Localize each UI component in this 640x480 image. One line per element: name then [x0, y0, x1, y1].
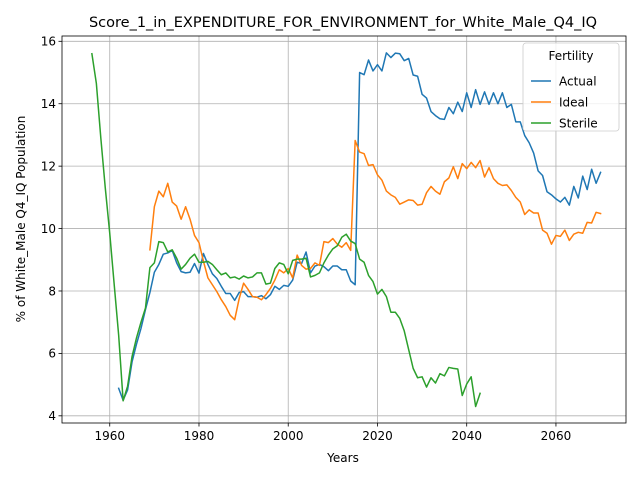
y-tick-label: 10: [41, 222, 56, 236]
y-tick-label: 14: [41, 97, 56, 111]
x-tick-label: 2040: [451, 429, 482, 443]
series-line-actual: [117, 52, 602, 401]
y-tick-label: 6: [48, 347, 56, 361]
x-tick-label: 2020: [362, 429, 393, 443]
legend-label-actual: Actual: [559, 74, 597, 88]
y-tick-label: 8: [48, 284, 56, 298]
legend-label-sterile: Sterile: [559, 116, 598, 130]
y-tick-label: 4: [48, 409, 56, 423]
legend-title: Fertility: [548, 49, 593, 63]
y-axis-label: % of White_Male Q4_IQ Population: [14, 116, 28, 323]
series-line-ideal: [149, 139, 602, 321]
x-tick-label: 2000: [273, 429, 304, 443]
chart-title: Score_1_in_EXPENDITURE_FOR_ENVIRONMENT_f…: [89, 15, 597, 31]
series-line-sterile: [91, 52, 482, 408]
legend: Fertility Actual Ideal Sterile: [522, 42, 620, 132]
axes: 1960 1980 2000 2020 2040 2060 4 6 8 10 12 14 16: [41, 35, 627, 443]
x-axis-label: Years: [326, 451, 359, 465]
x-tick-label: 1960: [94, 429, 125, 443]
x-tick-label: 1980: [184, 429, 215, 443]
y-tick-label: 16: [41, 35, 56, 49]
legend-label-ideal: Ideal: [559, 95, 588, 109]
plot-frame: [61, 35, 627, 424]
y-tick-label: 12: [41, 159, 56, 173]
series-group: [91, 52, 602, 408]
x-tick-label: 2060: [541, 429, 572, 443]
legend-box: [522, 42, 620, 132]
